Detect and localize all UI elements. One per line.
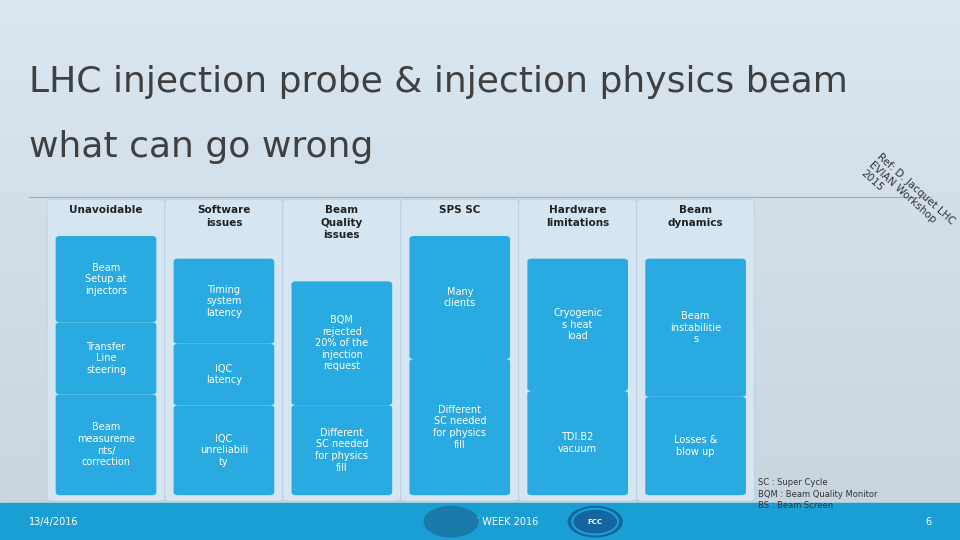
Text: Beam
dynamics: Beam dynamics: [668, 205, 724, 227]
Bar: [0, 432, 960, 459]
FancyBboxPatch shape: [174, 259, 275, 344]
Text: BQM
rejected
20% of the
injection
request: BQM rejected 20% of the injection reques…: [315, 315, 369, 372]
Bar: [0, 189, 960, 216]
Text: Timing
system
latency: Timing system latency: [206, 285, 242, 318]
FancyBboxPatch shape: [518, 199, 636, 501]
Text: Software
issues: Software issues: [197, 205, 251, 227]
Bar: [0, 503, 960, 540]
Circle shape: [568, 507, 622, 537]
FancyBboxPatch shape: [409, 236, 510, 359]
Bar: [0, 0, 960, 27]
FancyBboxPatch shape: [400, 199, 518, 501]
FancyBboxPatch shape: [527, 259, 628, 391]
Text: Losses &
blow up: Losses & blow up: [674, 435, 717, 457]
FancyBboxPatch shape: [174, 406, 275, 495]
FancyBboxPatch shape: [56, 322, 156, 395]
FancyBboxPatch shape: [47, 199, 165, 501]
Text: Hardware
limitations: Hardware limitations: [546, 205, 610, 227]
FancyBboxPatch shape: [645, 259, 746, 397]
FancyBboxPatch shape: [174, 344, 275, 406]
Bar: [0, 297, 960, 324]
FancyBboxPatch shape: [292, 281, 393, 405]
Text: FCC: FCC: [588, 518, 603, 525]
FancyBboxPatch shape: [283, 199, 401, 501]
Bar: [0, 81, 960, 108]
Text: 13/4/2016: 13/4/2016: [29, 517, 79, 526]
FancyBboxPatch shape: [527, 391, 628, 495]
Bar: [0, 459, 960, 486]
FancyBboxPatch shape: [645, 397, 746, 495]
Bar: [0, 162, 960, 189]
Bar: [0, 405, 960, 432]
Text: Beam
Setup at
injectors: Beam Setup at injectors: [85, 262, 127, 296]
Text: Beam
measureme
nts/
correction: Beam measureme nts/ correction: [77, 422, 135, 467]
FancyBboxPatch shape: [56, 236, 156, 322]
Circle shape: [424, 507, 478, 537]
Bar: [0, 216, 960, 243]
Bar: [0, 486, 960, 513]
Text: Different
SC needed
for physics
fill: Different SC needed for physics fill: [433, 404, 487, 449]
Bar: [0, 108, 960, 135]
Bar: [0, 135, 960, 162]
Text: 6: 6: [925, 517, 931, 526]
FancyBboxPatch shape: [292, 405, 393, 495]
Bar: [0, 270, 960, 297]
Text: SPS SC: SPS SC: [439, 205, 480, 215]
Text: Unavoidable: Unavoidable: [69, 205, 143, 215]
Text: IQC
latency: IQC latency: [206, 364, 242, 386]
Bar: [0, 54, 960, 81]
Text: LHC injection probe & injection physics beam: LHC injection probe & injection physics …: [29, 65, 848, 99]
Text: Different
SC needed
for physics
fill: Different SC needed for physics fill: [315, 428, 369, 472]
Bar: [0, 324, 960, 351]
Text: Transfer
Line
steering: Transfer Line steering: [86, 342, 126, 375]
Bar: [0, 243, 960, 270]
FancyBboxPatch shape: [165, 199, 283, 501]
Text: what can go wrong: what can go wrong: [29, 130, 373, 164]
Text: Many
clients: Many clients: [444, 287, 476, 308]
Text: Cryogenic
s heat
load: Cryogenic s heat load: [553, 308, 602, 341]
Text: FCC WEEK 2016: FCC WEEK 2016: [460, 517, 539, 526]
Text: TDI.B2
vacuum: TDI.B2 vacuum: [558, 433, 597, 454]
Text: Beam
instabilitie
s: Beam instabilitie s: [670, 311, 721, 345]
Text: Beam
Quality
issues: Beam Quality issues: [321, 205, 363, 240]
Bar: [0, 378, 960, 405]
FancyBboxPatch shape: [409, 359, 510, 495]
Bar: [0, 351, 960, 378]
Text: SC : Super Cycle
BQM : Beam Quality Monitor
BS : Beam Screen: SC : Super Cycle BQM : Beam Quality Moni…: [758, 478, 877, 510]
Bar: [0, 513, 960, 540]
FancyBboxPatch shape: [56, 395, 156, 495]
Text: Ref: D. Jacquet LHC
EVIAN Workshop
2015: Ref: D. Jacquet LHC EVIAN Workshop 2015: [859, 151, 956, 244]
Text: IQC
unreliabili
ty: IQC unreliabili ty: [200, 434, 248, 467]
Bar: [0, 27, 960, 54]
FancyBboxPatch shape: [636, 199, 755, 501]
